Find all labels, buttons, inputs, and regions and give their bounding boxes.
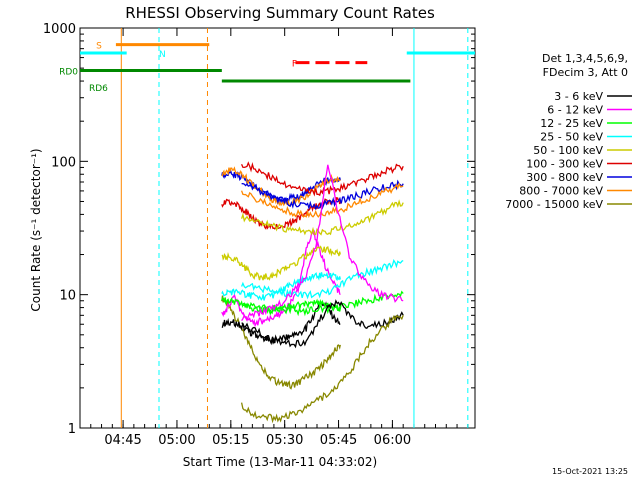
series-line — [221, 296, 341, 316]
x-tick-label: 05:15 — [212, 433, 249, 448]
x-tick-label: 04:45 — [104, 433, 141, 448]
band-label: N — [159, 50, 166, 60]
legend: Det 1,3,4,5,6,9,FDecim 3, Att 0 3 - 6 keV… — [505, 52, 632, 211]
legend-entry-label: 25 - 50 keV — [540, 131, 603, 144]
legend-header: FDecim 3, Att 0 — [543, 66, 628, 79]
series-line — [221, 245, 341, 281]
legend-entry-label: 12 - 25 keV — [540, 117, 603, 130]
x-tick-label: 05:30 — [266, 433, 303, 448]
series-line — [241, 164, 404, 322]
x-tick-label: 05:45 — [320, 433, 357, 448]
legend-entry-label: 6 - 12 keV — [547, 104, 603, 117]
band-label: RD0 — [59, 68, 78, 78]
legend-entry-label: 3 - 6 keV — [554, 90, 603, 103]
x-axis-label: Start Time (13-Mar-11 04:33:02) — [183, 455, 377, 469]
plot-frame — [79, 27, 476, 429]
y-tick-label: 1000 — [43, 22, 76, 37]
series-line — [240, 182, 404, 219]
series-line — [241, 299, 404, 349]
legend-entry-label: 300 - 800 keV — [526, 171, 603, 184]
series-line — [221, 229, 341, 328]
series-line — [221, 166, 341, 208]
band-label: F — [292, 60, 297, 70]
y-tick-label: 10 — [59, 289, 76, 304]
band-label: RD6 — [89, 84, 108, 94]
chart-title: RHESSI Observing Summary Count Rates — [125, 4, 435, 22]
y-tick-label: 1 — [68, 422, 76, 437]
series-line — [240, 314, 404, 424]
legend-entry-label: 800 - 7000 keV — [519, 185, 603, 198]
y-tick-label: 100 — [51, 155, 76, 170]
legend-entry-label: 50 - 100 keV — [533, 144, 603, 157]
legend-entry-label: 100 - 300 keV — [526, 158, 603, 171]
series-line — [240, 199, 404, 236]
legend-entry-label: 7000 - 15000 keV — [505, 198, 603, 211]
series-line — [221, 295, 341, 390]
series-line — [241, 258, 404, 300]
x-tick-label: 06:00 — [374, 433, 411, 448]
series-line — [241, 161, 404, 197]
x-tick-label: 05:00 — [158, 433, 195, 448]
band-label: S — [96, 42, 102, 52]
series-line — [221, 271, 341, 301]
y-axis-label: Count Rate (s⁻¹ detector⁻¹) — [29, 148, 43, 311]
footer-date: 15-Oct-2021 13:25 — [552, 467, 628, 476]
legend-header: Det 1,3,4,5,6,9, — [542, 52, 628, 65]
plot-area: 1 10 100 1000 04:45 05:00 05:15 05:30 05:45 06:00… — [43, 22, 476, 448]
